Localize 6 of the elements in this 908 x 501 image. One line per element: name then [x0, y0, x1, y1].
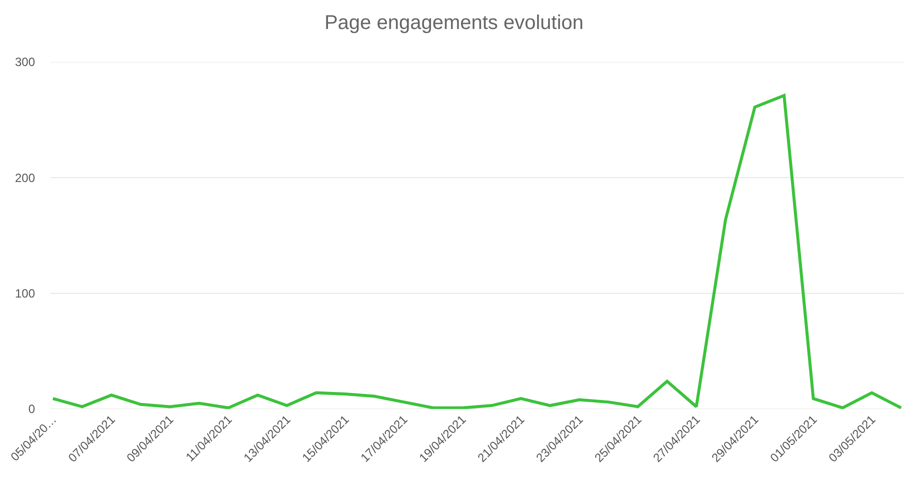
y-tick-label: 100: [14, 286, 36, 301]
y-tick-label: 300: [14, 55, 36, 70]
line-series: [51, 94, 903, 409]
y-tick-label: 0: [28, 402, 36, 416]
y-tick-label: 200: [14, 170, 36, 185]
chart-title: Page engagements evolution: [324, 12, 584, 34]
